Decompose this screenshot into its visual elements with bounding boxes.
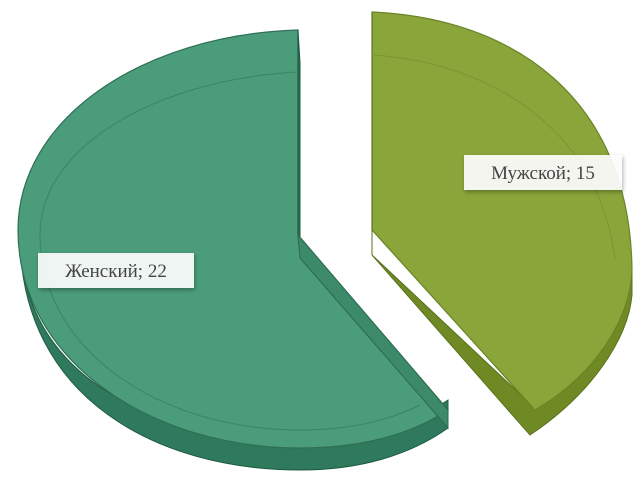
pie-slice-male-bevel <box>371 54 616 261</box>
pie-slice-female <box>17 29 449 471</box>
pie-slice-male-top <box>371 11 633 411</box>
pie-label-male: Мужской; 15 <box>464 155 622 190</box>
pie-slice-female-front-cut <box>297 233 449 430</box>
pie-label-female-text: Женский; 22 <box>65 261 167 282</box>
pie-slice-female-cut <box>297 29 301 256</box>
pie-slice-male <box>371 11 633 436</box>
pie-slice-female-top <box>17 29 449 449</box>
pie-label-female: Женский; 22 <box>38 253 194 288</box>
pie-label-male-text: Мужской; 15 <box>491 163 595 184</box>
pie-slice-female-bevel <box>39 71 421 431</box>
